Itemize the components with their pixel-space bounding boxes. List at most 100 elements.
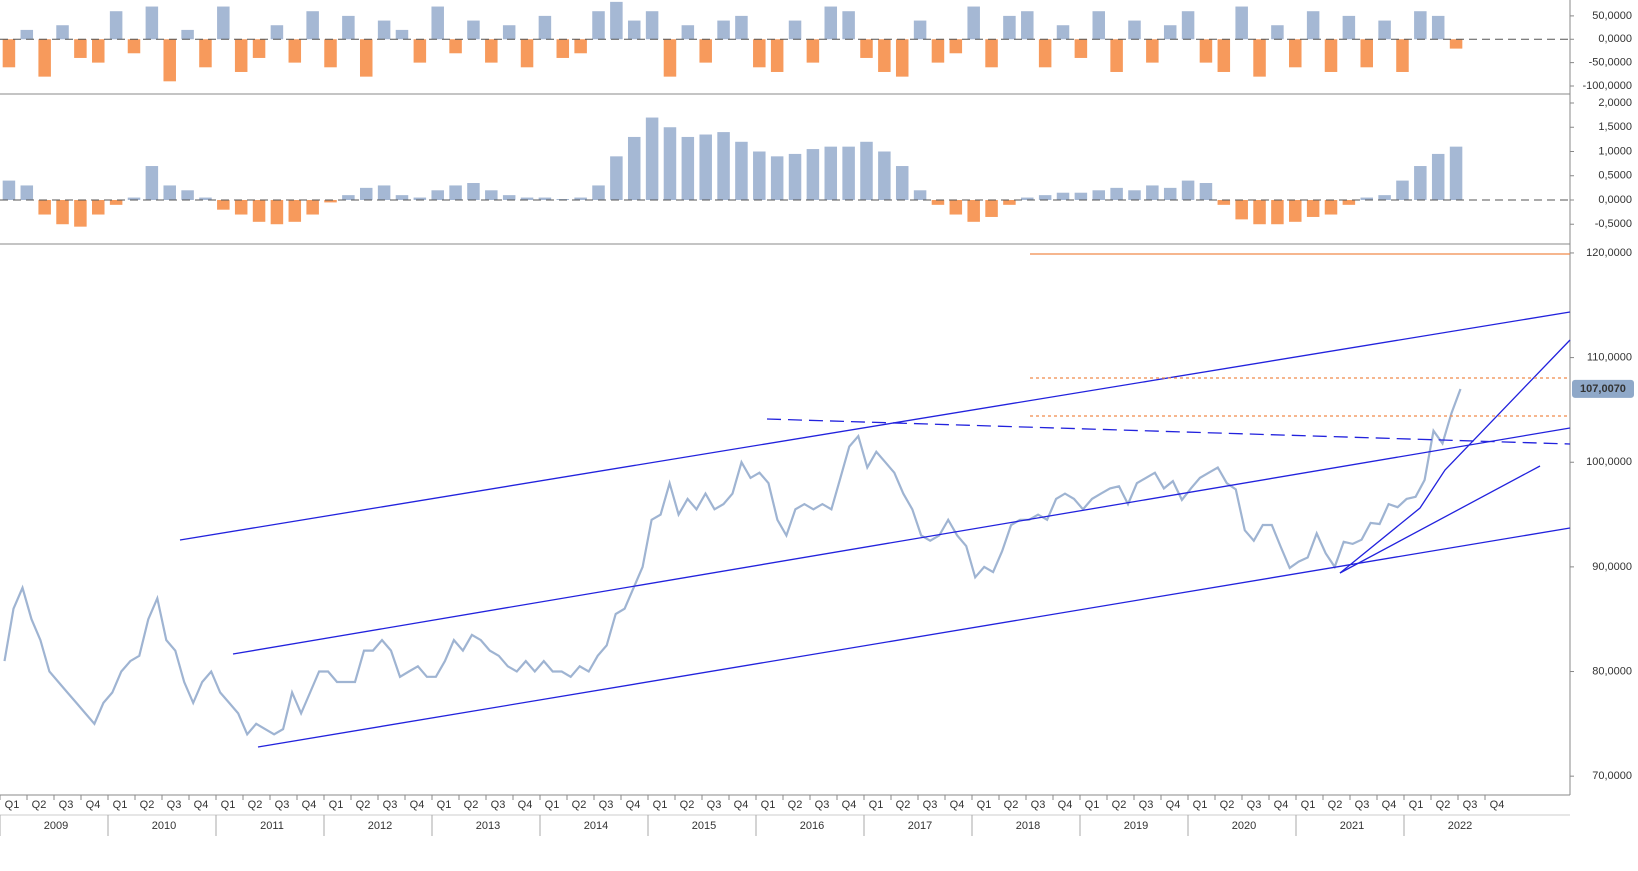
x-tick-label: Q1 (329, 799, 344, 811)
level-lines (1030, 253, 1570, 417)
x-tick-label: Q1 (437, 799, 452, 811)
trend-line (232, 427, 1571, 655)
bar (663, 39, 677, 77)
x-tick-label: Q2 (896, 799, 911, 811)
bar (860, 141, 873, 200)
x-tick-label: Q2 (572, 799, 587, 811)
x-tick-label: Q3 (383, 799, 398, 811)
bar (645, 11, 659, 40)
bar (1271, 199, 1284, 225)
trend-line (179, 311, 1571, 541)
bar (431, 6, 444, 40)
bar (1163, 25, 1177, 40)
bar (413, 197, 427, 200)
bar (199, 197, 212, 200)
trend-line (1339, 339, 1571, 574)
bar (1235, 6, 1248, 40)
year-label: 2020 (1232, 820, 1256, 832)
bar (127, 39, 141, 54)
bar (1449, 146, 1463, 200)
bar (806, 149, 820, 200)
bar (449, 185, 462, 200)
x-tick-label: Q2 (464, 799, 479, 811)
year-label: 2017 (908, 820, 932, 832)
x-tick-label: Q1 (869, 799, 884, 811)
bar (913, 190, 927, 200)
x-tick-label: Q1 (761, 799, 776, 811)
y-tick-label: 50,0000 (1592, 10, 1632, 22)
bar (1449, 39, 1463, 49)
bar (1342, 15, 1356, 40)
bar (1021, 11, 1034, 40)
bar (967, 199, 980, 222)
bar (163, 39, 176, 82)
bar (770, 156, 784, 200)
bar (324, 39, 337, 68)
bar (288, 199, 302, 222)
bar (288, 39, 302, 63)
x-tick-label: Q2 (356, 799, 371, 811)
bar (1128, 20, 1141, 40)
last-price-label: 107,0070 (1580, 383, 1626, 395)
bar (1217, 199, 1231, 205)
bar (1146, 39, 1159, 63)
x-tick-label: Q3 (1247, 799, 1262, 811)
bar (234, 199, 248, 215)
year-label: 2018 (1016, 820, 1040, 832)
bar (735, 141, 748, 200)
bar (270, 25, 284, 40)
y-tick-label: 80,0000 (1592, 665, 1632, 677)
x-tick-label: Q3 (1139, 799, 1154, 811)
x-tick-label: Q4 (734, 799, 749, 811)
bar (252, 199, 266, 222)
y-tick-label: 1,0000 (1598, 145, 1632, 157)
bar (842, 11, 855, 40)
x-tick-label: Q1 (1409, 799, 1424, 811)
bar (502, 25, 516, 40)
bar (788, 20, 802, 40)
bar (1306, 199, 1320, 217)
year-label: 2013 (476, 820, 500, 832)
bar (895, 39, 909, 77)
bar (627, 20, 641, 40)
bar (1003, 199, 1016, 205)
bar (1360, 197, 1373, 200)
y-tick-label: 100,0000 (1586, 456, 1632, 468)
year-label: 2019 (1124, 820, 1148, 832)
bar (1199, 183, 1213, 200)
bar (985, 199, 998, 217)
bar (1360, 39, 1373, 68)
trend-lines (179, 311, 1571, 748)
bar (377, 185, 391, 200)
bar (735, 15, 748, 40)
y-tick-label: 90,0000 (1592, 561, 1632, 573)
bar (74, 199, 87, 227)
year-label: 2016 (800, 820, 824, 832)
bar (92, 39, 105, 63)
trend-line (1339, 465, 1541, 574)
bar (592, 185, 605, 200)
bar (574, 197, 587, 200)
y-tick-label: 0,0000 (1598, 33, 1632, 45)
y-tick-label: -50,0000 (1589, 57, 1632, 69)
bar (645, 117, 659, 200)
x-tick-label: Q2 (32, 799, 47, 811)
bar (1056, 25, 1070, 40)
bar (538, 15, 552, 40)
bar (145, 6, 159, 40)
x-tick-label: Q2 (680, 799, 695, 811)
bar (181, 29, 194, 40)
x-tick-label: Q4 (1274, 799, 1289, 811)
x-tick-label: Q3 (275, 799, 290, 811)
bar (1074, 192, 1088, 200)
x-tick-label: Q2 (248, 799, 263, 811)
x-tick-label: Q4 (1490, 799, 1505, 811)
bar (824, 6, 838, 40)
x-tick-label: Q1 (545, 799, 560, 811)
x-tick-label: Q3 (1463, 799, 1478, 811)
y-tick-label: 2,0000 (1598, 97, 1632, 109)
bar (717, 132, 730, 200)
bar (788, 153, 802, 200)
x-tick-label: Q4 (842, 799, 857, 811)
